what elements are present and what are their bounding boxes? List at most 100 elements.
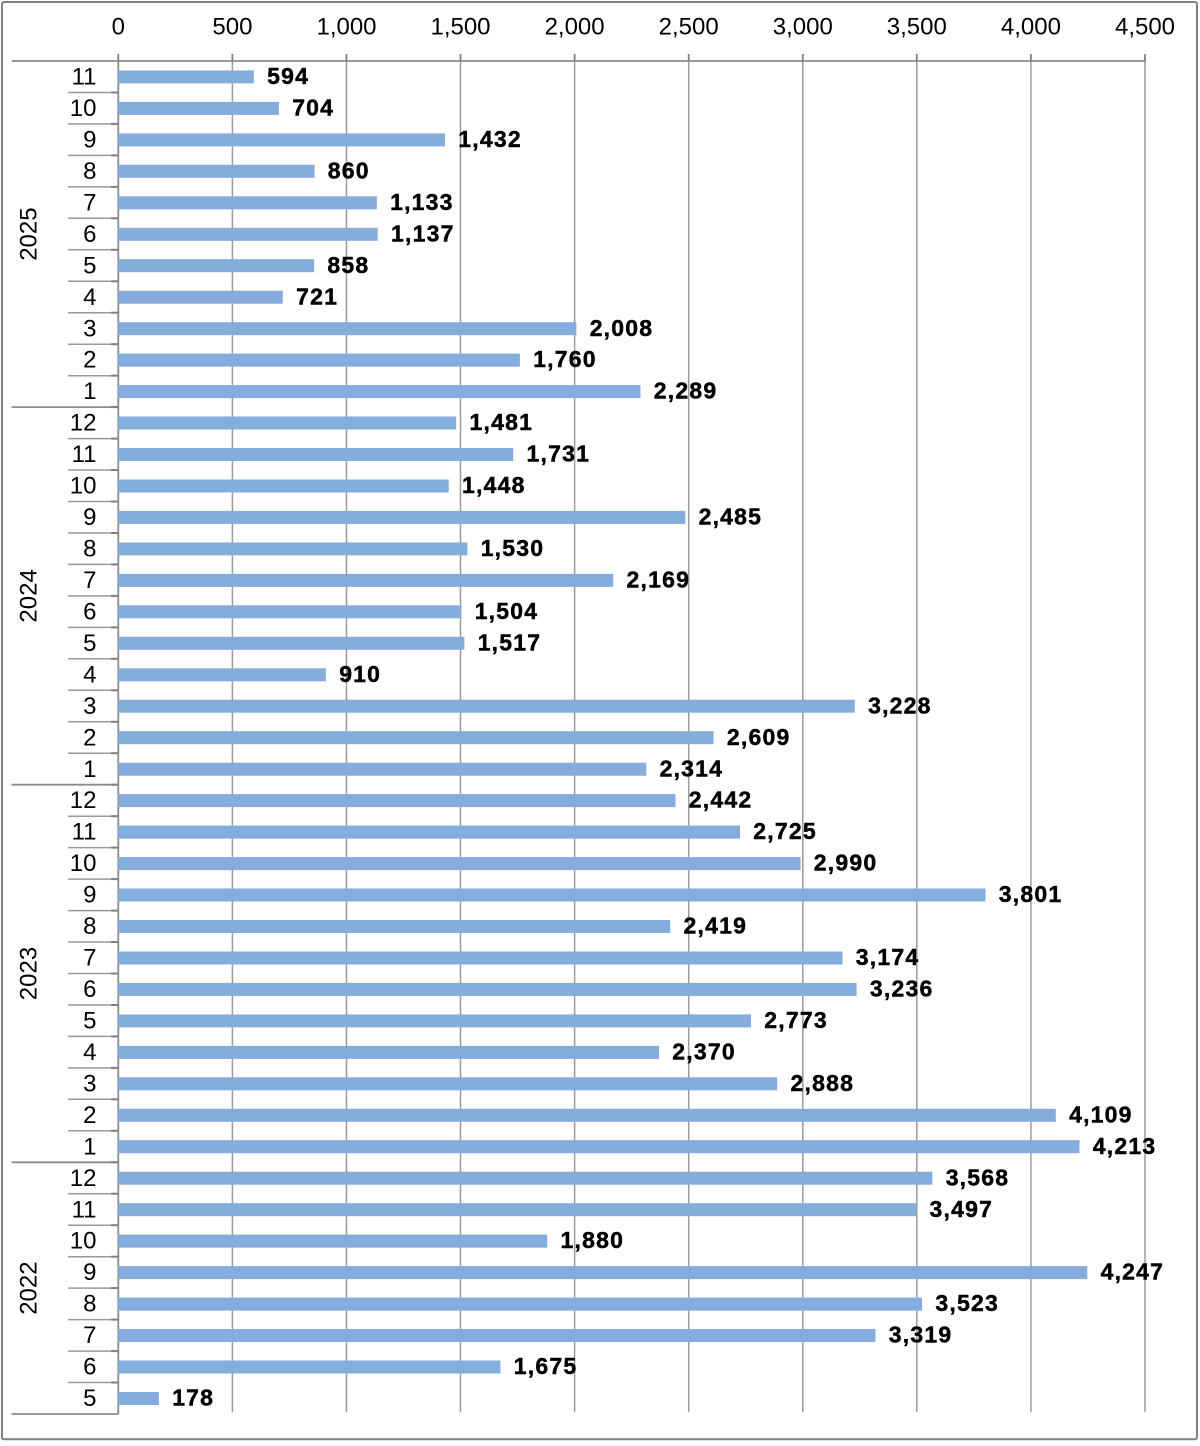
svg-text:1: 1 (83, 378, 96, 405)
svg-text:3: 3 (83, 693, 96, 720)
svg-text:3,000: 3,000 (773, 14, 833, 41)
svg-text:1,448: 1,448 (462, 472, 526, 498)
svg-text:8: 8 (83, 536, 96, 563)
svg-text:1: 1 (83, 1133, 96, 1160)
svg-text:10: 10 (70, 473, 97, 500)
svg-text:860: 860 (328, 157, 370, 183)
svg-text:3,228: 3,228 (868, 692, 932, 718)
svg-text:3,500: 3,500 (887, 14, 947, 41)
svg-text:9: 9 (83, 1259, 96, 1286)
svg-text:10: 10 (70, 850, 97, 877)
svg-text:704: 704 (292, 95, 334, 121)
svg-text:7: 7 (83, 567, 96, 594)
svg-text:4,500: 4,500 (1115, 14, 1175, 41)
svg-text:10: 10 (70, 1228, 97, 1255)
svg-text:10: 10 (70, 95, 97, 122)
svg-text:8: 8 (83, 158, 96, 185)
svg-text:1,504: 1,504 (475, 598, 539, 624)
svg-text:178: 178 (172, 1385, 214, 1411)
svg-text:3: 3 (83, 1070, 96, 1097)
svg-text:3: 3 (83, 315, 96, 342)
svg-text:1,530: 1,530 (481, 535, 545, 561)
svg-text:5: 5 (83, 1008, 96, 1035)
svg-text:5: 5 (83, 252, 96, 279)
svg-text:8: 8 (83, 1291, 96, 1318)
svg-text:4,247: 4,247 (1101, 1259, 1165, 1285)
svg-text:1,760: 1,760 (533, 346, 597, 372)
svg-text:2,314: 2,314 (660, 755, 724, 781)
svg-text:500: 500 (212, 14, 252, 41)
svg-text:2023: 2023 (16, 947, 43, 1000)
svg-text:2,725: 2,725 (753, 818, 817, 844)
svg-text:7: 7 (83, 189, 96, 216)
svg-text:7: 7 (83, 1322, 96, 1349)
svg-text:2: 2 (83, 347, 96, 374)
svg-text:11: 11 (72, 1196, 97, 1223)
svg-text:2,169: 2,169 (627, 567, 691, 593)
svg-text:858: 858 (327, 252, 369, 278)
svg-text:721: 721 (296, 283, 338, 309)
svg-text:1: 1 (83, 756, 96, 783)
svg-text:1,137: 1,137 (391, 220, 455, 246)
svg-text:910: 910 (339, 661, 381, 687)
svg-text:4,000: 4,000 (1001, 14, 1061, 41)
svg-text:4,109: 4,109 (1069, 1101, 1133, 1127)
svg-text:3,319: 3,319 (889, 1322, 953, 1348)
svg-text:6: 6 (83, 1354, 96, 1381)
svg-text:2: 2 (83, 1102, 96, 1129)
svg-text:2,609: 2,609 (727, 724, 791, 750)
svg-text:7: 7 (83, 945, 96, 972)
svg-text:6: 6 (83, 221, 96, 248)
svg-text:4: 4 (83, 1039, 96, 1066)
svg-text:4: 4 (83, 661, 96, 688)
svg-text:1,432: 1,432 (458, 126, 522, 152)
svg-text:2,008: 2,008 (590, 315, 654, 341)
svg-text:9: 9 (83, 882, 96, 909)
svg-text:6: 6 (83, 598, 96, 625)
svg-text:3,174: 3,174 (856, 944, 920, 970)
svg-text:2,500: 2,500 (659, 14, 719, 41)
svg-text:1,675: 1,675 (514, 1353, 578, 1379)
svg-text:12: 12 (70, 410, 97, 437)
svg-text:2025: 2025 (16, 207, 43, 260)
svg-text:5: 5 (83, 1385, 96, 1412)
svg-text:4: 4 (83, 284, 96, 311)
svg-text:1,500: 1,500 (430, 14, 490, 41)
svg-text:11: 11 (72, 819, 97, 846)
svg-text:12: 12 (70, 1165, 97, 1192)
svg-text:9: 9 (83, 504, 96, 531)
svg-text:9: 9 (83, 127, 96, 154)
svg-text:2022: 2022 (16, 1261, 43, 1314)
svg-text:5: 5 (83, 630, 96, 657)
svg-text:2,888: 2,888 (791, 1070, 855, 1096)
svg-text:11: 11 (72, 441, 97, 468)
svg-text:2,000: 2,000 (545, 14, 605, 41)
svg-text:8: 8 (83, 913, 96, 940)
svg-text:2,370: 2,370 (672, 1039, 736, 1065)
svg-text:1,000: 1,000 (316, 14, 376, 41)
svg-text:3,523: 3,523 (935, 1290, 999, 1316)
svg-text:11: 11 (72, 64, 97, 91)
svg-text:3,236: 3,236 (870, 976, 934, 1002)
svg-text:2,773: 2,773 (764, 1007, 828, 1033)
svg-text:12: 12 (70, 787, 97, 814)
svg-text:3,568: 3,568 (946, 1164, 1010, 1190)
svg-text:6: 6 (83, 976, 96, 1003)
svg-text:1,517: 1,517 (478, 629, 542, 655)
svg-text:2,419: 2,419 (684, 913, 748, 939)
svg-text:3,497: 3,497 (930, 1196, 994, 1222)
svg-text:2: 2 (83, 724, 96, 751)
svg-text:1,481: 1,481 (470, 409, 534, 435)
svg-text:3,801: 3,801 (999, 881, 1063, 907)
svg-text:2024: 2024 (16, 569, 43, 622)
svg-text:0: 0 (112, 14, 125, 41)
svg-text:594: 594 (267, 63, 309, 89)
svg-text:2,289: 2,289 (654, 378, 718, 404)
svg-text:1,880: 1,880 (561, 1227, 625, 1253)
svg-text:1,133: 1,133 (390, 189, 454, 215)
svg-text:4,213: 4,213 (1093, 1133, 1157, 1159)
svg-text:1,731: 1,731 (527, 441, 591, 467)
svg-text:2,485: 2,485 (699, 504, 763, 530)
svg-text:2,442: 2,442 (689, 787, 753, 813)
svg-text:2,990: 2,990 (814, 850, 878, 876)
